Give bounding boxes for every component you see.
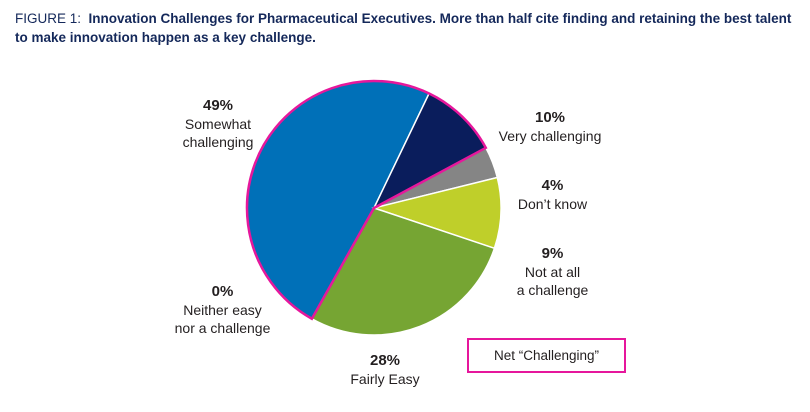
label-dont-know: 4% Don’t know [500, 177, 605, 213]
figure-label: FIGURE 1: [15, 11, 82, 26]
name-dont-know: Don’t know [517, 196, 588, 212]
pct-dont-know: 4% [541, 177, 564, 194]
label-very-challenging: 10% Very challenging [475, 109, 625, 145]
pct-very-challenging: 10% [534, 109, 566, 126]
name-neither-line1: Neither easy [183, 302, 262, 318]
name-somewhat-challenging-line1: Somewhat [184, 116, 252, 132]
label-neither: 0% Neither easy nor a challenge [160, 283, 285, 337]
chart-title: FIGURE 1: Innovation Challenges for Phar… [15, 9, 805, 47]
pct-fairly-easy: 28% [369, 352, 401, 369]
name-not-at-all-line2: a challenge [516, 282, 589, 298]
pct-somewhat-challenging: 49% [202, 97, 234, 114]
label-fairly-easy: 28% Fairly Easy [330, 352, 440, 388]
label-somewhat-challenging: 49% Somewhat challenging [158, 97, 278, 151]
pct-not-at-all: 9% [541, 245, 564, 262]
net-challenging-outline [245, 79, 488, 321]
pct-neither: 0% [211, 283, 234, 300]
name-neither-line2: nor a challenge [174, 320, 271, 336]
net-challenging-legend: Net “Challenging” [467, 338, 626, 373]
name-fairly-easy: Fairly Easy [350, 371, 420, 387]
name-somewhat-challenging-line2: challenging [182, 134, 254, 150]
label-not-at-all: 9% Not at all a challenge [500, 245, 605, 299]
name-very-challenging: Very challenging [498, 128, 602, 144]
name-not-at-all-line1: Not at all [524, 264, 581, 280]
figure-title: Innovation Challenges for Pharmaceutical… [15, 11, 792, 45]
